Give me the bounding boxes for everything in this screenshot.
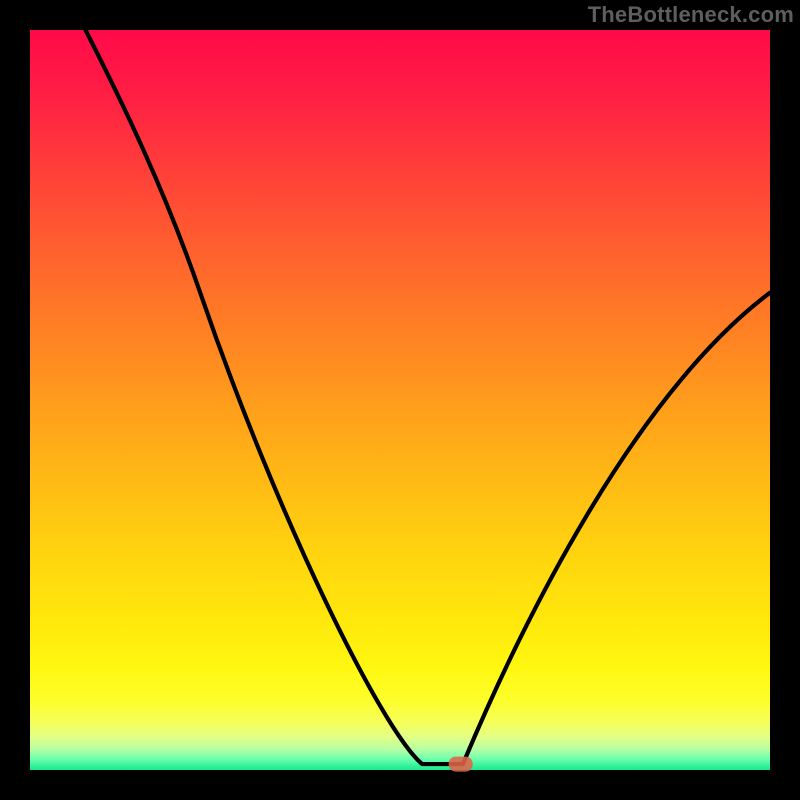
chart-plot (0, 0, 800, 800)
valley-marker (449, 757, 473, 772)
chart-frame: TheBottleneck.com (0, 0, 800, 800)
watermark-text: TheBottleneck.com (588, 2, 794, 28)
